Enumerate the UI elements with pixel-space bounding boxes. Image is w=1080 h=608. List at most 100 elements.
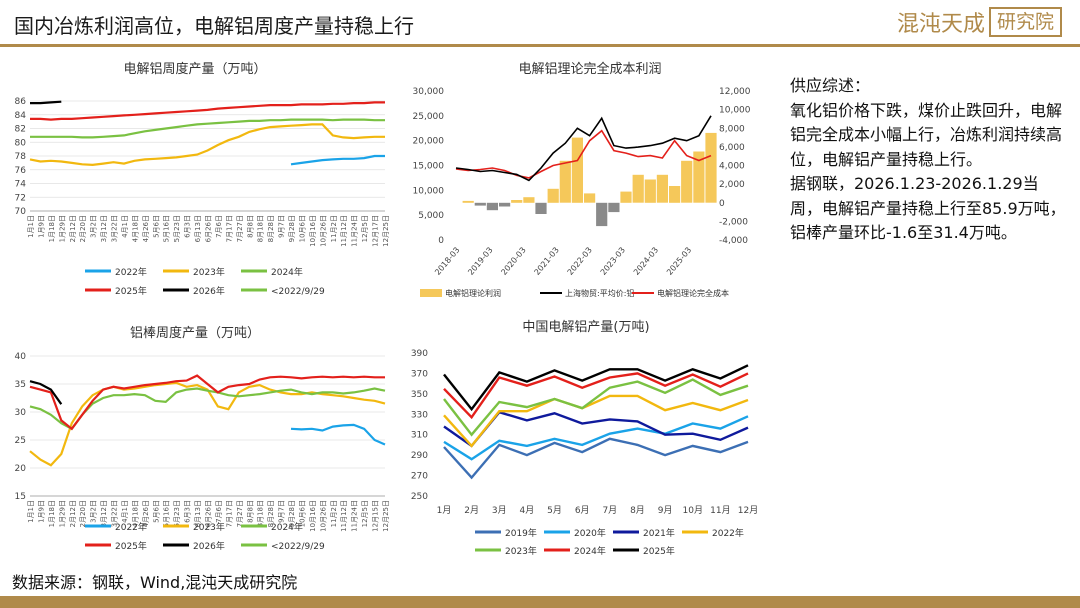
c2-series-line-0 bbox=[290, 423, 386, 446]
c2-xtick-6: 3月2日 bbox=[90, 500, 98, 523]
c1-profit-bar-12 bbox=[596, 202, 608, 227]
c2-legend-label-1: 2023年 bbox=[193, 521, 225, 533]
c0-series-line-1 bbox=[29, 123, 385, 167]
summary-paragraph-1: 氧化铝价格下跌，煤价止跌回升，电解铝完全成本小幅上行，冶炼利润持续高位，电解铝产… bbox=[790, 100, 1063, 169]
c0-ytick-6: 82 bbox=[15, 125, 26, 135]
c0-xtick-32: 12月5日 bbox=[361, 215, 369, 242]
c3-legend-label-5: 2024年 bbox=[574, 545, 606, 557]
c1-ytick-right-1: -2,000 bbox=[719, 217, 748, 227]
c2-xtick-23: 8月28日 bbox=[267, 500, 275, 527]
c0-xtick-29: 11月2日 bbox=[330, 215, 338, 242]
c0-xtick-19: 7月17日 bbox=[225, 215, 233, 242]
c1-ytick-left-0: 0 bbox=[438, 236, 444, 246]
c2-legend-label-0: 2022年 bbox=[115, 521, 147, 533]
c2-xtick-1: 1月9日 bbox=[37, 500, 45, 523]
c0-xtick-17: 6月26日 bbox=[205, 215, 213, 242]
chart-monthly-svg: 中国电解铝产量(万吨) 250 270 290 310 330 350 370 390 1月 2月 3… bbox=[411, 320, 758, 557]
c3-xtick-10: 11月 bbox=[710, 505, 730, 516]
c3-title: 中国电解铝产量(万吨) bbox=[522, 320, 649, 335]
chart-aluminum-weekly-svg: 电解铝周度产量（万吨） 70 72 74 76 78 80 82 84 86 1月1日 1月9日 1月1… bbox=[15, 61, 390, 297]
c3-xtick-3: 4月 bbox=[520, 505, 535, 516]
c2-xtick-26: 10月6日 bbox=[298, 500, 306, 527]
c3-series-line-4 bbox=[443, 378, 749, 437]
c0-xtick-3: 1月29日 bbox=[58, 215, 66, 242]
c3-ytick-5: 350 bbox=[411, 390, 428, 400]
c0-xtick-13: 5月16日 bbox=[163, 215, 171, 242]
c1-ytick-left-6: 30,000 bbox=[413, 87, 445, 97]
c1-ytick-right-5: 6,000 bbox=[719, 143, 745, 153]
c1-profit-bar-14 bbox=[620, 191, 632, 203]
c2-ytick-2: 25 bbox=[15, 436, 26, 446]
c1-ytick-left-3: 15,000 bbox=[413, 162, 445, 172]
c1-legend-label-0: 电解铝理论利润 bbox=[445, 288, 501, 298]
c1-profit-bar-4 bbox=[499, 202, 511, 207]
c0-xtick-15: 6月3日 bbox=[184, 215, 192, 238]
c2-ytick-5: 40 bbox=[15, 352, 27, 362]
c3-legend-label-2: 2021年 bbox=[643, 527, 675, 539]
c3-ytick-4: 330 bbox=[411, 410, 428, 420]
data-source: 数据来源：钢联，Wind,混沌天成研究院 bbox=[12, 573, 298, 592]
c1-profit-bar-15 bbox=[632, 174, 644, 203]
c1-profit-bar-19 bbox=[681, 160, 693, 203]
c0-xtick-23: 8月28日 bbox=[267, 215, 275, 242]
c2-xtick-24: 9月7日 bbox=[278, 500, 286, 523]
c3-series-line-6 bbox=[443, 364, 749, 412]
c0-xtick-21: 8月8日 bbox=[246, 215, 254, 238]
c3-xtick-9: 10月 bbox=[683, 505, 703, 516]
c3-xtick-1: 2月 bbox=[464, 505, 479, 516]
c0-ytick-7: 84 bbox=[15, 111, 27, 121]
c2-xtick-5: 2月20日 bbox=[79, 500, 87, 527]
c0-ytick-2: 74 bbox=[15, 180, 27, 190]
c0-legend-label-0: 2022年 bbox=[115, 266, 147, 278]
c1-profit-bar-7 bbox=[535, 202, 547, 214]
c0-legend-label-5: <2022/9/29 bbox=[271, 287, 325, 297]
c2-legend-label-4: 2026年 bbox=[193, 540, 225, 552]
c1-price-line bbox=[455, 115, 712, 182]
c2-legend-label-2: 2024年 bbox=[271, 521, 303, 533]
c3-legend-label-0: 2019年 bbox=[505, 527, 537, 539]
c1-xtick-6: 2024-03 bbox=[632, 246, 660, 277]
c1-ytick-right-4: 4,000 bbox=[719, 162, 745, 172]
c2-xtick-13: 5月16日 bbox=[163, 500, 171, 527]
c0-xtick-6: 3月2日 bbox=[90, 215, 98, 238]
c3-legend-label-4: 2023年 bbox=[505, 545, 537, 557]
c3-legend-label-3: 2022年 bbox=[712, 527, 744, 539]
c1-profit-bar-17 bbox=[656, 174, 668, 203]
supply-summary: 供应综述： 氧化铝价格下跌，煤价止跌回升，电解铝完全成本小幅上行，冶炼利润持续高… bbox=[790, 74, 1070, 246]
c2-series-line-1 bbox=[29, 381, 386, 467]
c3-ytick-2: 290 bbox=[411, 451, 428, 461]
c1-xtick-1: 2019-03 bbox=[466, 246, 494, 277]
c0-xtick-30: 11月12日 bbox=[340, 215, 348, 247]
c0-xtick-24: 9月7日 bbox=[278, 215, 286, 238]
c1-xtick-5: 2023-03 bbox=[599, 246, 627, 277]
c1-profit-bar-13 bbox=[608, 202, 620, 213]
c0-xtick-34: 12月25日 bbox=[382, 215, 390, 247]
c0-xtick-26: 10月6日 bbox=[298, 215, 306, 242]
c1-profit-bar-11 bbox=[584, 193, 596, 203]
c2-ytick-4: 35 bbox=[15, 380, 26, 390]
c2-xtick-4: 2月12日 bbox=[69, 500, 77, 527]
c2-xtick-12: 5月6日 bbox=[152, 500, 160, 523]
c1-ytick-right-7: 10,000 bbox=[719, 106, 751, 116]
c2-xtick-34: 12月25日 bbox=[382, 500, 390, 532]
c2-xtick-14: 5月23日 bbox=[173, 500, 181, 527]
c1-profit-bar-21 bbox=[705, 132, 717, 203]
c0-ytick-0: 70 bbox=[15, 207, 27, 217]
chart-profit-svg: 电解铝理论完全成本利润 0 5,000 10,000 15,000 20,000 25,00… bbox=[413, 61, 751, 298]
c3-xtick-5: 6月 bbox=[575, 505, 590, 516]
c2-xtick-11: 4月26日 bbox=[142, 500, 150, 527]
c1-profit-bar-8 bbox=[547, 188, 559, 203]
c0-xtick-0: 1月1日 bbox=[27, 215, 35, 238]
c1-profit-bar-6 bbox=[523, 197, 535, 203]
c0-legend-label-1: 2023年 bbox=[193, 266, 225, 278]
header: 国内冶炼利润高位，电解铝周度产量持稳上行 混沌天成 研究院 bbox=[0, 0, 1080, 47]
c2-xtick-3: 1月29日 bbox=[58, 500, 66, 527]
c2-legend-label-5: <2022/9/29 bbox=[271, 542, 325, 552]
c0-xtick-18: 7月6日 bbox=[215, 215, 223, 238]
c2-ytick-1: 20 bbox=[15, 464, 27, 474]
c0-xtick-1: 1月9日 bbox=[37, 215, 45, 238]
c0-xtick-4: 2月12日 bbox=[69, 215, 77, 242]
c2-series-line-2 bbox=[29, 387, 386, 431]
c1-ytick-left-4: 20,000 bbox=[413, 137, 445, 147]
c0-series-line-2 bbox=[30, 118, 385, 139]
